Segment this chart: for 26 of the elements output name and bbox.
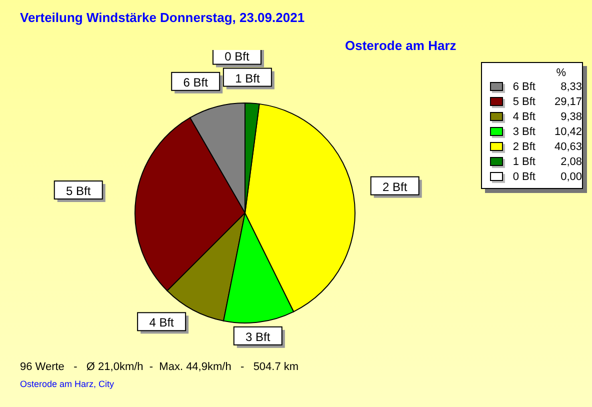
legend-label: 4 Bft (512, 110, 536, 122)
slice-label: 3 Bft (246, 330, 271, 344)
legend-label: 2 Bft (512, 140, 536, 152)
slice-label: 5 Bft (66, 184, 92, 198)
slice-label: 1 Bft (235, 71, 260, 86)
data-label: 2,08 (560, 156, 582, 168)
legend-label: 5 Bft (512, 96, 536, 108)
text: 96 Werte - Ø 21,0km/h - Max. 44,9km/h - 504.7 km (20, 361, 299, 373)
data-label: 40,63 (553, 140, 582, 152)
slice-label: 6 Bft (183, 75, 209, 90)
data-label: 8,33 (560, 80, 582, 92)
legend-label: 0 Bft (512, 170, 536, 182)
data-label: 10,42 (553, 126, 582, 138)
legend-label: 1 Bft (512, 156, 536, 168)
legend-label: 6 Bft (512, 80, 536, 92)
legend-title: % (555, 67, 567, 79)
legend-label: 3 Bft (512, 126, 536, 138)
text: 0,00 (560, 170, 582, 182)
data-label: 9,38 (560, 110, 582, 122)
slice-label: 4 Bft (149, 316, 175, 330)
category-label: 0 Bft (224, 49, 250, 64)
chart-title: Verteilung Windstärke Donnerstag, 23.09.2021 (20, 10, 305, 25)
data-label: 29,17 (553, 96, 582, 108)
text: Osterode am Harz, City (20, 379, 114, 389)
chart-subtitle: Osterode am Harz (345, 38, 456, 53)
slice-label: 2 Bft (382, 180, 408, 194)
